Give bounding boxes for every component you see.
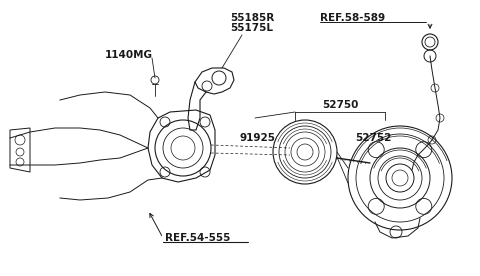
Text: 52752: 52752 xyxy=(355,133,391,143)
Text: 55185R: 55185R xyxy=(230,13,274,23)
Text: REF.58-589: REF.58-589 xyxy=(320,13,385,23)
Text: 1140MG: 1140MG xyxy=(105,50,153,60)
Text: 52750: 52750 xyxy=(322,100,358,110)
Text: 55175L: 55175L xyxy=(230,23,273,33)
Text: REF.54-555: REF.54-555 xyxy=(165,233,230,243)
Text: 91925: 91925 xyxy=(239,133,275,143)
